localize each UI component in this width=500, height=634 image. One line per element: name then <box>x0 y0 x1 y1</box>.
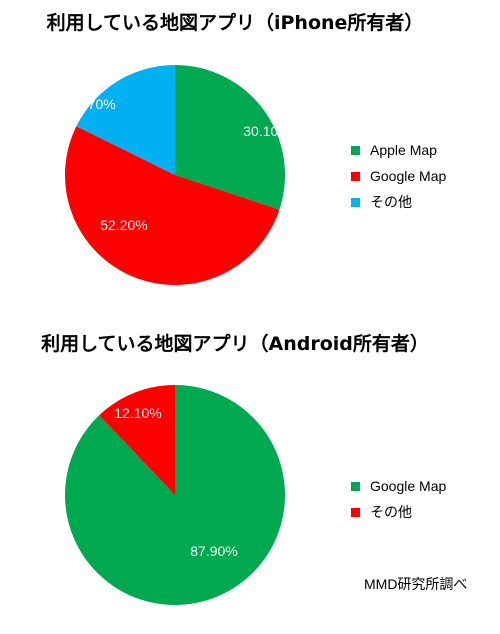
pie-chart-android: 87.90% 12.10% <box>65 385 285 605</box>
data-label-iphone-google-map: 52.20% <box>100 217 147 233</box>
legend-iphone: Apple Map Google Map その他 <box>351 137 446 215</box>
legend-item-iphone-apple-map: Apple Map <box>351 137 446 163</box>
data-label-iphone-apple-map: 30.10% <box>243 123 290 139</box>
legend-item-iphone-other: その他 <box>351 189 446 215</box>
legend-item-android-other: その他 <box>351 499 446 525</box>
legend-item-android-google-map: Google Map <box>351 473 446 499</box>
legend-swatch <box>351 145 360 155</box>
pie-slice-iphone-google-map <box>64 126 280 286</box>
legend-swatch <box>351 171 360 181</box>
legend-swatch <box>351 507 360 517</box>
legend-label: Google Map <box>370 478 447 494</box>
pie-slice-iphone-apple-map <box>175 65 285 210</box>
legend-label: Google Map <box>370 168 447 184</box>
pie-slice-android-other <box>99 385 175 495</box>
pie-slice-iphone-other <box>76 65 175 175</box>
source-note: MMD研究所調べ <box>364 576 468 592</box>
legend-label: Apple Map <box>370 142 437 158</box>
pie-chart-iphone: 30.10% 52.20% 17.70% <box>64 65 291 286</box>
chart-title-android: 利用している地図アプリ（Android所有者） <box>41 333 429 355</box>
legend-swatch <box>351 481 360 491</box>
legend-item-iphone-google-map: Google Map <box>351 163 446 189</box>
data-label-android-other: 12.10% <box>114 405 161 421</box>
data-label-iphone-other: 17.70% <box>68 96 115 112</box>
data-label-android-google-map: 87.90% <box>190 543 237 559</box>
chart-title-iphone: 利用している地図アプリ（iPhone所有者） <box>46 12 424 34</box>
legend-swatch <box>351 197 360 207</box>
legend-label: その他 <box>370 194 412 210</box>
legend-android: Google Map その他 <box>351 473 446 525</box>
legend-label: その他 <box>370 504 412 520</box>
